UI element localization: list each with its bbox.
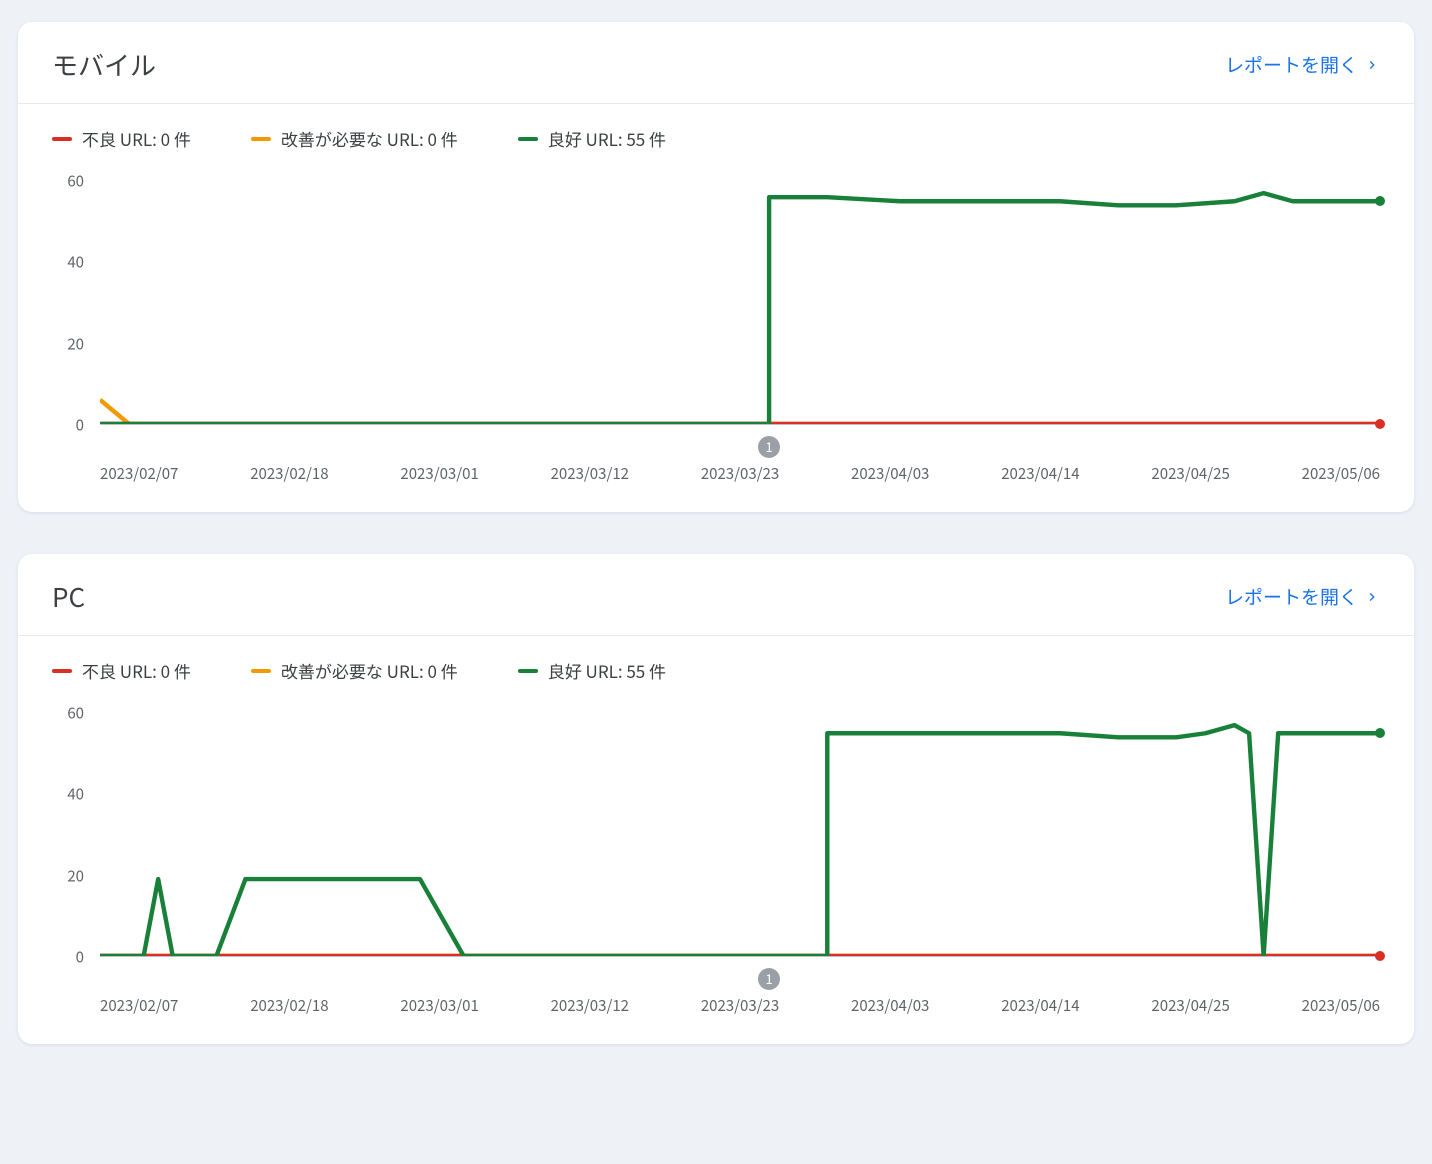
- legend-dash-icon: [251, 137, 271, 141]
- y-tick: 0: [76, 947, 84, 968]
- x-tick: 2023/04/25: [1151, 463, 1229, 484]
- series-end-dot: [1375, 951, 1385, 961]
- chevron-right-icon: [1364, 589, 1380, 605]
- series-end-dot: [1375, 419, 1385, 429]
- y-tick: 0: [76, 415, 84, 436]
- card-title: PC: [52, 578, 85, 615]
- legend-item-good: 良好 URL: 55 件: [518, 126, 666, 151]
- open-report-link[interactable]: レポートを開く: [1225, 583, 1380, 610]
- legend-item-bad: 不良 URL: 0 件: [52, 126, 191, 151]
- x-tick: 2023/04/03: [851, 463, 929, 484]
- card-title: モバイル: [52, 46, 156, 83]
- x-axis: 2023/02/07 2023/02/18 2023/03/01 2023/03/12…: [100, 957, 1380, 1016]
- chart-card: PC レポートを開く不良 URL: 0 件 改善が必要な URL: 0 件 良好 UR…: [18, 554, 1414, 1044]
- x-tick: 2023/04/14: [1001, 463, 1079, 484]
- chart-zone: 020406012023/02/072023/02/182023/03/0120…: [18, 161, 1414, 484]
- plot: 1: [100, 181, 1380, 425]
- x-tick: 2023/03/01: [400, 995, 478, 1016]
- legend-label: 改善が必要な URL: 0 件: [281, 658, 458, 683]
- x-tick: 2023/02/18: [250, 995, 328, 1016]
- legend-item-bad: 不良 URL: 0 件: [52, 658, 191, 683]
- y-tick: 60: [67, 703, 84, 724]
- chevron-right-icon: [1364, 57, 1380, 73]
- legend-dash-icon: [52, 137, 72, 141]
- x-tick: 2023/03/23: [701, 995, 779, 1016]
- legend-row: 不良 URL: 0 件 改善が必要な URL: 0 件 良好 URL: 55 件: [18, 104, 1414, 161]
- x-axis: 2023/02/07 2023/02/18 2023/03/01 2023/03/12…: [100, 425, 1380, 484]
- open-report-link[interactable]: レポートを開く: [1225, 51, 1380, 78]
- y-tick: 20: [67, 333, 84, 354]
- legend-dash-icon: [251, 669, 271, 673]
- chart-frame: 02040601: [52, 181, 1380, 425]
- y-tick: 40: [67, 784, 84, 805]
- legend-dash-icon: [518, 669, 538, 673]
- x-tick: 2023/03/01: [400, 463, 478, 484]
- legend-label: 良好 URL: 55 件: [548, 126, 666, 151]
- card-header: モバイル レポートを開く: [18, 22, 1414, 104]
- plot: 1: [100, 713, 1380, 957]
- x-tick: 2023/03/12: [551, 463, 629, 484]
- chart-zone: 020406012023/02/072023/02/182023/03/0120…: [18, 693, 1414, 1016]
- x-tick: 2023/05/06: [1302, 995, 1380, 1016]
- legend-label: 良好 URL: 55 件: [548, 658, 666, 683]
- y-tick: 40: [67, 252, 84, 273]
- legend-label: 改善が必要な URL: 0 件: [281, 126, 458, 151]
- x-tick: 2023/04/03: [851, 995, 929, 1016]
- chart-frame: 02040601: [52, 713, 1380, 957]
- open-report-label: レポートを開く: [1225, 583, 1358, 610]
- legend-dash-icon: [52, 669, 72, 673]
- legend-label: 不良 URL: 0 件: [82, 126, 191, 151]
- y-axis: 0204060: [52, 713, 92, 957]
- legend-item-improve: 改善が必要な URL: 0 件: [251, 658, 458, 683]
- x-tick: 2023/05/06: [1302, 463, 1380, 484]
- legend-label: 不良 URL: 0 件: [82, 658, 191, 683]
- y-tick: 60: [67, 171, 84, 192]
- x-tick: 2023/02/07: [100, 463, 178, 484]
- x-tick: 2023/03/12: [551, 995, 629, 1016]
- x-tick: 2023/04/25: [1151, 995, 1229, 1016]
- x-tick: 2023/04/14: [1001, 995, 1079, 1016]
- legend-row: 不良 URL: 0 件 改善が必要な URL: 0 件 良好 URL: 55 件: [18, 636, 1414, 693]
- y-tick: 20: [67, 865, 84, 886]
- y-axis: 0204060: [52, 181, 92, 425]
- legend-item-improve: 改善が必要な URL: 0 件: [251, 126, 458, 151]
- x-tick: 2023/03/23: [701, 463, 779, 484]
- open-report-label: レポートを開く: [1225, 51, 1358, 78]
- x-tick: 2023/02/18: [250, 463, 328, 484]
- series-end-dot: [1375, 728, 1385, 738]
- card-header: PC レポートを開く: [18, 554, 1414, 636]
- legend-dash-icon: [518, 137, 538, 141]
- event-marker[interactable]: 1: [758, 436, 780, 458]
- x-tick: 2023/02/07: [100, 995, 178, 1016]
- series-end-dot: [1375, 196, 1385, 206]
- legend-item-good: 良好 URL: 55 件: [518, 658, 666, 683]
- event-marker[interactable]: 1: [758, 968, 780, 990]
- chart-card: モバイル レポートを開く不良 URL: 0 件 改善が必要な URL: 0 件 良好 …: [18, 22, 1414, 512]
